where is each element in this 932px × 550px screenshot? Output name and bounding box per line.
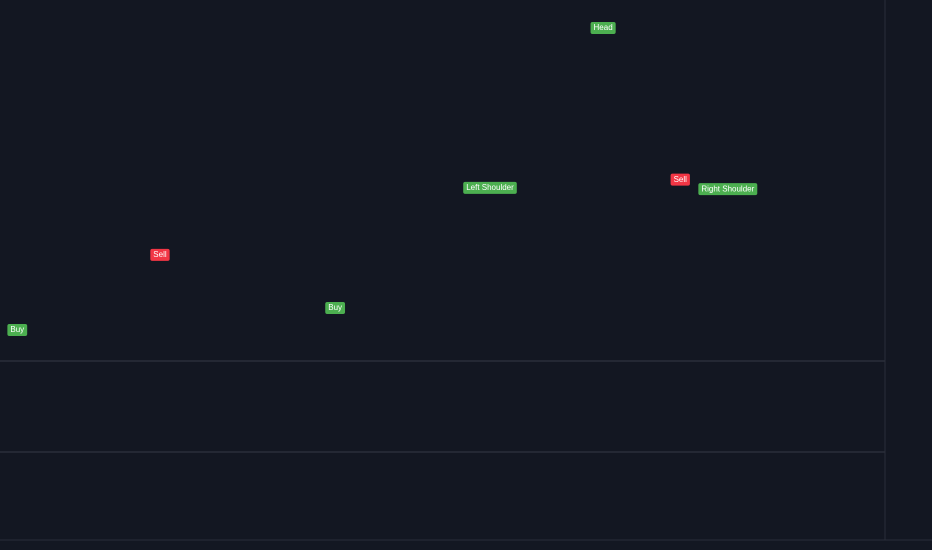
signal-box — [150, 248, 170, 261]
pattern-label-text: Right Shoulder — [701, 184, 754, 193]
signal-box — [325, 302, 346, 315]
label-layer: Left Shoulder Head Right Shoulder Buy Sell Bu… — [7, 21, 758, 336]
pattern-label-box — [590, 21, 616, 34]
pattern-label-box — [698, 183, 758, 196]
pattern-label-box — [463, 181, 517, 194]
signal-box — [670, 173, 690, 186]
pattern-label-text: Left Shoulder — [466, 183, 514, 192]
signal-box — [7, 323, 28, 336]
signal-text: Buy — [10, 325, 24, 334]
signal-text: Sell — [674, 175, 688, 184]
signal-text: Buy — [328, 303, 342, 312]
signal-text: Sell — [153, 250, 167, 259]
pattern-label-text: Head — [594, 23, 613, 32]
